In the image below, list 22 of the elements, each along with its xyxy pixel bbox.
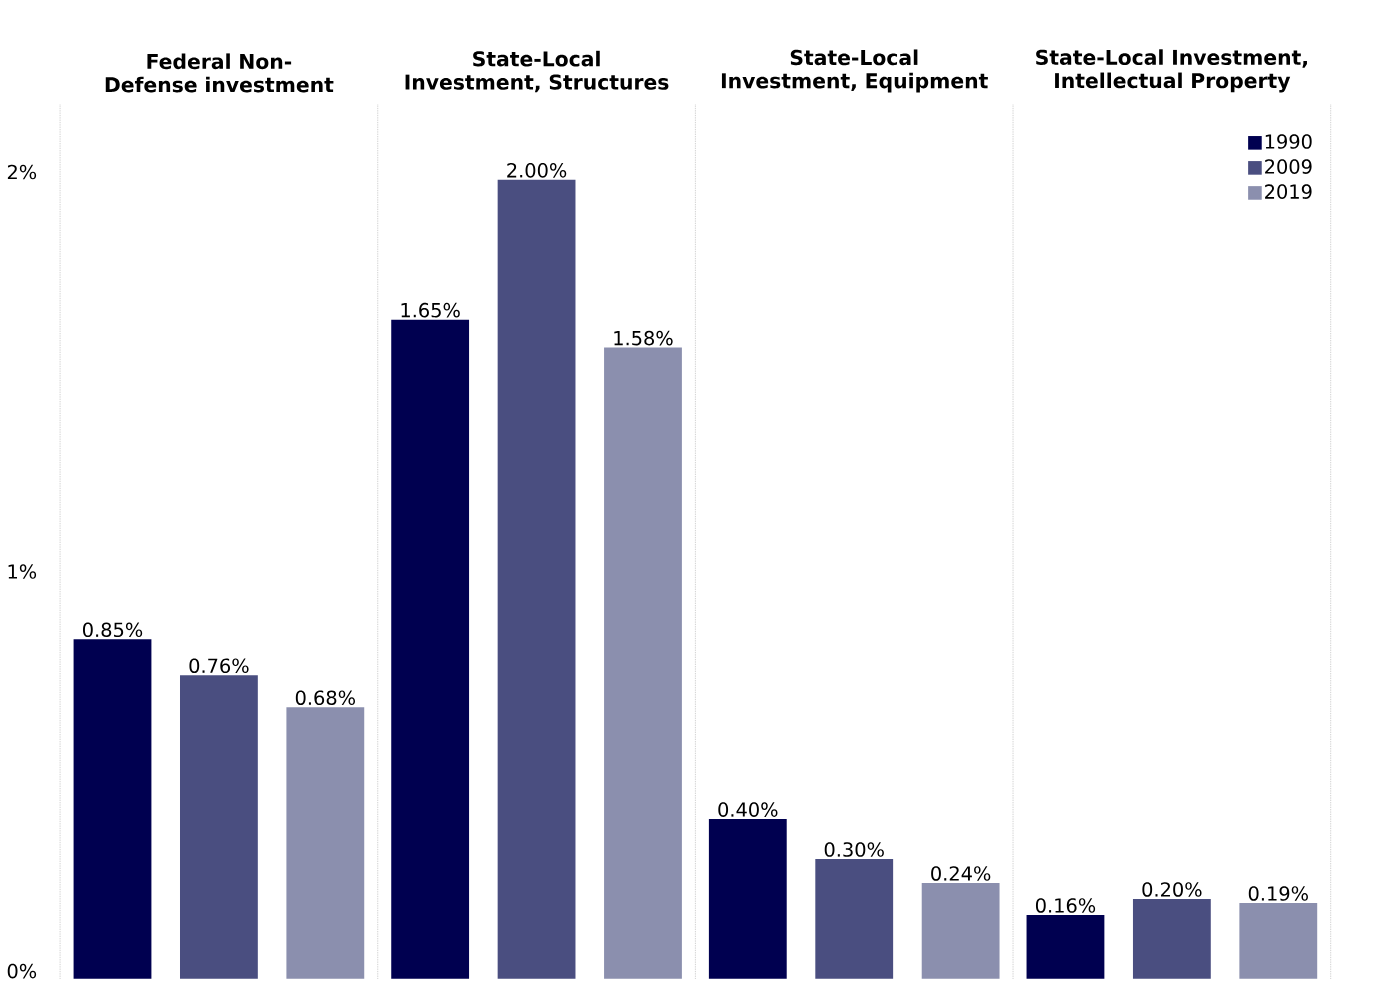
data-label: 2.00% (507, 163, 567, 178)
legend-label: 2009 (1265, 159, 1312, 174)
data-label: 0.30% (824, 842, 884, 857)
x-tick-label: State-Local Investment, Structures (405, 50, 669, 93)
data-label: 0.85% (83, 622, 143, 638)
x-tick-label: State-Local Investment, Equipment (721, 49, 988, 93)
data-label: 0.16% (1035, 898, 1096, 913)
legend-label: 2019 (1265, 184, 1312, 200)
x-tick-label: State-Local Investment, Intellectual Property (1036, 49, 1307, 93)
data-label: 0.40% (718, 802, 778, 817)
y-tick-label: 1% (8, 564, 37, 579)
data-label: 0.68% (295, 690, 356, 706)
data-label: 1.58% (614, 330, 673, 346)
legend-label: 1990 (1265, 134, 1312, 149)
data-label: 0.20% (1142, 882, 1202, 897)
data-label: 0.19% (1248, 886, 1308, 901)
data-label: 0.24% (931, 866, 991, 881)
x-tick-label: Federal Non-Defense investment (105, 53, 334, 93)
data-label: 1.65% (401, 302, 460, 318)
y-tick-label: 0% (7, 963, 37, 979)
data-label: 0.76% (189, 658, 249, 674)
y-tick-label: 2% (7, 164, 37, 180)
